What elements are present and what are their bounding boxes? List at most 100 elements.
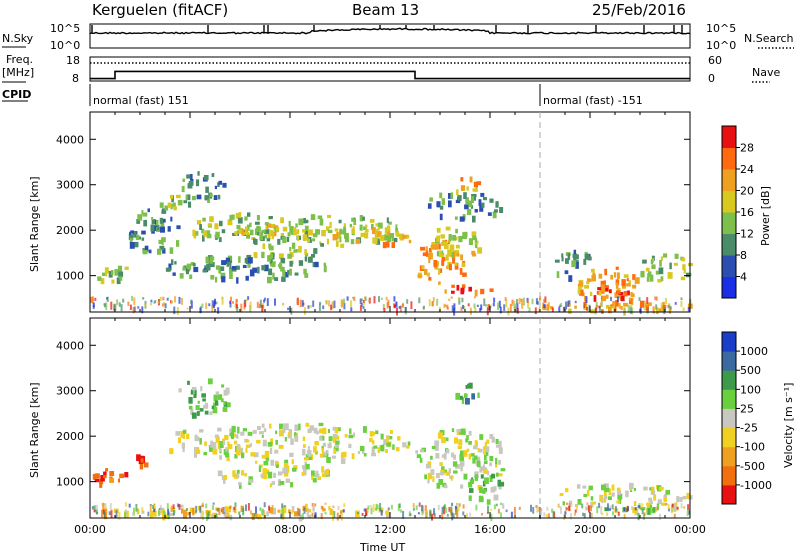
scatter-cell xyxy=(218,237,222,243)
ground-scatter-cell xyxy=(333,300,336,309)
ground-scatter-cell xyxy=(172,504,175,509)
scatter-cell xyxy=(656,503,659,511)
scatter-cell xyxy=(475,441,478,448)
ground-scatter-cell xyxy=(215,301,218,305)
scatter-cell xyxy=(616,500,621,504)
scatter-cell xyxy=(459,395,463,400)
ground-scatter-cell xyxy=(173,510,176,514)
scatter-cell xyxy=(482,464,485,470)
scatter-cell xyxy=(500,481,505,487)
ground-scatter-cell xyxy=(543,303,546,309)
scatter-cell xyxy=(587,256,592,261)
scatter-cell xyxy=(320,243,324,247)
scatter-cell xyxy=(486,499,491,505)
ground-scatter-cell xyxy=(448,298,451,302)
ground-scatter-cell xyxy=(653,507,656,512)
ground-scatter-cell xyxy=(200,510,203,519)
ground-scatter-cell xyxy=(545,514,548,517)
scatter-cell xyxy=(217,470,223,477)
scatter-cell xyxy=(183,200,188,204)
ground-scatter-cell xyxy=(417,512,420,515)
colorbar-tick-label: 28 xyxy=(740,142,754,155)
scatter-cell xyxy=(567,253,571,260)
ground-scatter-cell xyxy=(436,298,439,306)
ground-scatter-cell xyxy=(688,510,691,515)
scatter-cell xyxy=(424,474,427,480)
scatter-cell xyxy=(611,492,615,497)
scatter-cell xyxy=(307,238,310,243)
ground-scatter-cell xyxy=(309,305,312,308)
scatter-cell xyxy=(244,257,248,264)
scatter-cell xyxy=(436,227,441,233)
ground-scatter-cell xyxy=(114,303,117,310)
ground-scatter-cell xyxy=(424,505,427,512)
scatter-cell xyxy=(427,479,430,484)
scatter-cell xyxy=(430,455,433,460)
scatter-cell xyxy=(473,181,478,188)
ground-scatter-cell xyxy=(574,512,576,516)
scatter-cell xyxy=(640,270,645,278)
scatter-cell xyxy=(603,483,609,489)
ground-scatter-cell xyxy=(201,502,204,507)
ground-scatter-cell xyxy=(103,511,106,515)
ground-scatter-cell xyxy=(330,304,333,311)
ground-scatter-cell xyxy=(568,300,571,304)
scatter-cell xyxy=(209,259,214,264)
scatter-cell xyxy=(559,493,564,496)
scatter-cell xyxy=(473,445,478,450)
scatter-cell xyxy=(456,244,460,249)
scatter-cell xyxy=(304,225,309,233)
scatter-cell xyxy=(464,393,468,398)
scatter-cell xyxy=(189,274,193,279)
scatter-cell xyxy=(211,173,215,177)
ground-scatter-cell xyxy=(583,513,586,518)
scatter-cell xyxy=(465,197,469,205)
scatter-cell xyxy=(272,231,277,237)
ground-scatter-cell xyxy=(263,512,266,520)
scatter-cell xyxy=(441,257,446,262)
scatter-cell xyxy=(479,487,483,494)
scatter-cell xyxy=(458,439,463,446)
ground-scatter-cell xyxy=(133,507,135,516)
scatter-cell xyxy=(214,223,219,230)
ground-scatter-cell xyxy=(432,297,435,302)
scatter-cell xyxy=(171,259,174,265)
scatter-cell xyxy=(479,204,484,212)
ground-scatter-cell xyxy=(124,502,127,507)
freq-unit-label: [MHz] xyxy=(2,66,34,79)
scatter-cell xyxy=(298,218,304,226)
colorbar-tick-label: 8 xyxy=(740,249,747,262)
ground-scatter-cell xyxy=(173,306,176,315)
colorbar-frame xyxy=(721,331,737,505)
scatter-cell xyxy=(119,276,123,281)
scatter-cell xyxy=(572,253,578,259)
ground-scatter-cell xyxy=(225,511,227,517)
ground-scatter-cell xyxy=(560,507,562,514)
scatter-cell xyxy=(293,232,297,236)
scatter-cell xyxy=(196,194,202,200)
scatter-cell xyxy=(465,438,468,443)
scatter-cell xyxy=(185,194,188,200)
ground-scatter-cell xyxy=(493,504,496,510)
scatter-cell xyxy=(565,258,569,264)
ground-scatter-cell xyxy=(322,305,325,310)
ground-scatter-cell xyxy=(299,299,302,308)
scatter-cell xyxy=(178,388,182,393)
scatter-cell xyxy=(271,234,274,240)
ground-scatter-cell xyxy=(469,512,472,517)
ground-scatter-cell xyxy=(380,510,383,516)
ground-scatter-cell xyxy=(606,512,609,516)
scatter-cell xyxy=(351,453,355,460)
ground-scatter-cell xyxy=(441,506,444,514)
ground-scatter-cell xyxy=(170,505,173,513)
scatter-cell xyxy=(607,496,612,500)
scatter-cell xyxy=(664,494,668,498)
ground-scatter-cell xyxy=(655,304,658,310)
ground-scatter-cell xyxy=(91,296,94,304)
scatter-cell xyxy=(267,471,273,479)
scatter-cell xyxy=(427,472,432,480)
scatter-cell xyxy=(241,228,245,236)
ground-scatter-cell xyxy=(406,299,409,304)
scatter-cell xyxy=(219,220,223,227)
